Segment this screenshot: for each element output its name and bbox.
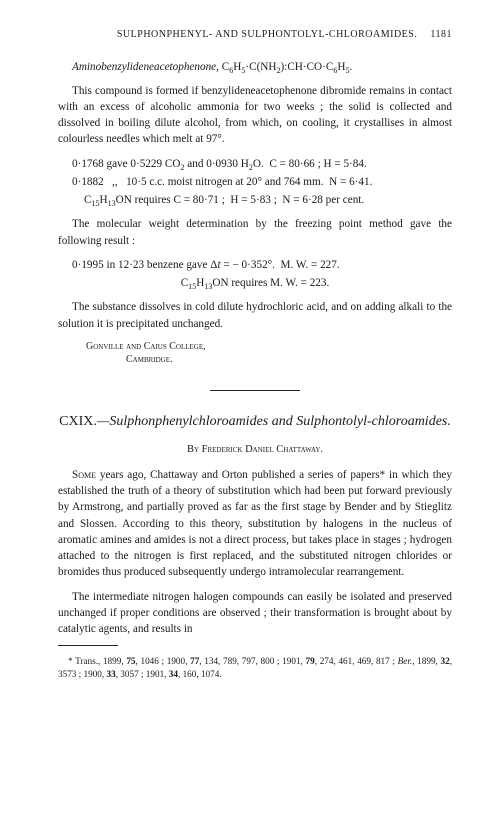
page-number: 1181 (430, 29, 452, 40)
article-title: CXIX.—Sulphonphenylchloroamides and Sulp… (58, 413, 452, 432)
article-paragraph-2: The intermediate nitrogen halogen compou… (58, 589, 452, 638)
article-byline: By Frederick Daniel Chattaway. (58, 442, 452, 457)
article-paragraph-1: Some years ago, Chattaway and Orton publ… (58, 467, 452, 581)
affiliation-line-1: Gonville and Caius College, (58, 340, 452, 354)
running-head-text: SULPHONPHENYL- AND SULPHONTOLYL-CHLOROAM… (117, 29, 418, 40)
compound-formula: C6H5·C(NH2):CH·CO·C6H5. (222, 61, 353, 73)
paragraph-2: The molecular weight determination by th… (58, 216, 452, 248)
footnote-rule (58, 645, 118, 646)
analysis-line-2: 0·1882 ,, 10·5 c.c. moist nitrogen at 20… (58, 174, 452, 190)
article-title-text: —Sulphonphenylchloroamides and Sulphonto… (97, 414, 451, 429)
mw-requires: C15H13ON requires M. W. = 223. (58, 275, 452, 291)
analysis-line-1: 0·1768 gave 0·5229 CO2 and 0·0930 H2O. C… (58, 156, 452, 172)
article-number: CXIX. (59, 414, 97, 429)
paragraph-3: The substance dissolves in cold dilute h… (58, 299, 452, 331)
page-container: SULPHONPHENYL- AND SULPHONTOLYL-CHLOROAM… (0, 0, 500, 709)
analysis-requires: C15H13ON requires C = 80·71 ; H = 5·83 ;… (58, 192, 452, 208)
running-head: SULPHONPHENYL- AND SULPHONTOLYL-CHLOROAM… (58, 28, 452, 43)
footnote: * Trans., 1899, 75, 1046 ; 1900, 77, 134… (58, 655, 452, 680)
affiliation-line-2: Cambridge. (58, 353, 452, 368)
mw-line: 0·1995 in 12·23 benzene gave Δt = − 0·35… (58, 257, 452, 273)
compound-heading: Aminobenzylideneacetophenone, C6H5·C(NH2… (58, 59, 452, 75)
paragraph-1: This compound is formed if benzylideneac… (58, 83, 452, 148)
compound-name: Aminobenzylideneacetophenone (72, 61, 216, 73)
section-rule (210, 390, 300, 391)
